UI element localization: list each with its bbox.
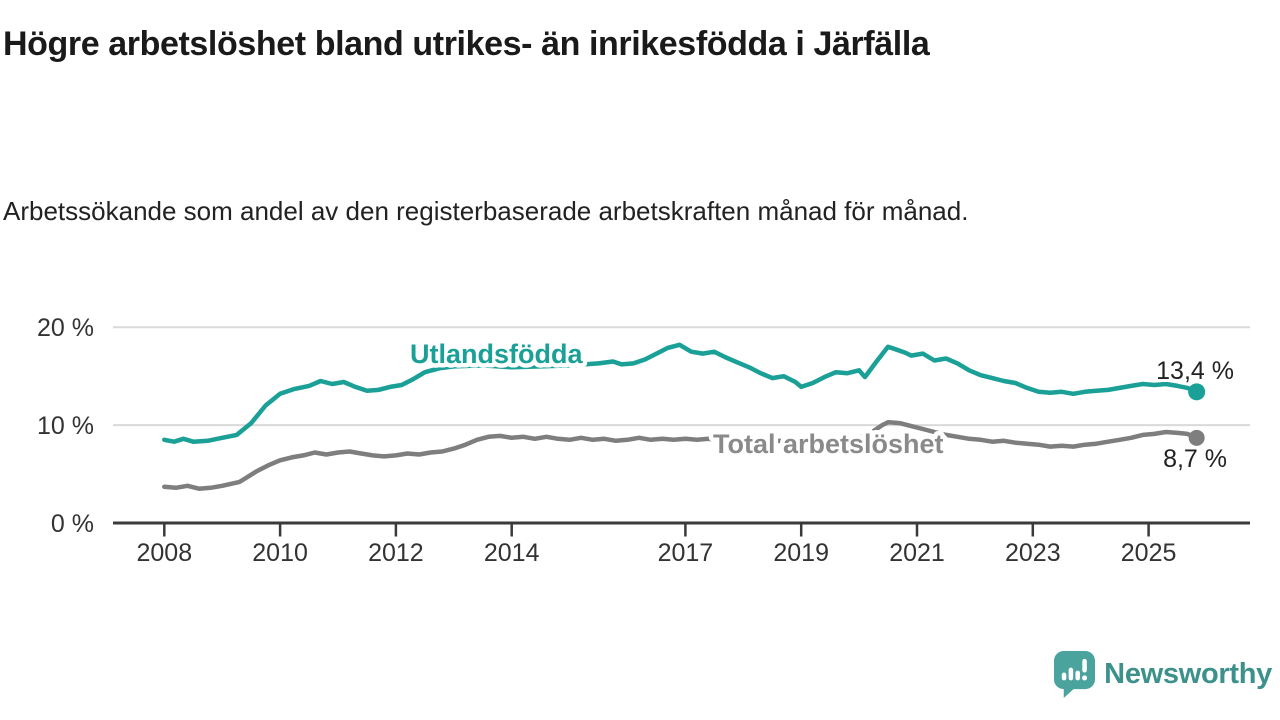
page-title: Högre arbetslöshet bland utrikes- än inr… — [3, 25, 930, 63]
logo-exclamation-dot — [1082, 674, 1088, 680]
series-line-total — [162, 419, 1199, 491]
series-end-value-utlandsfodda: 13,4 % — [1156, 357, 1234, 385]
logo-exclamation-bar — [1082, 658, 1087, 673]
x-tick-label: 2008 — [136, 539, 192, 567]
series-end-value-total: 8,7 % — [1163, 445, 1227, 473]
series-label-utlandsfodda: Utlandsfödda — [410, 339, 583, 369]
x-tick-label: 2021 — [889, 539, 945, 567]
logo-bar-tall — [1068, 667, 1074, 680]
y-tick-label: 10 % — [37, 412, 94, 440]
logo-bar-short — [1061, 672, 1067, 680]
x-tick-label: 2019 — [773, 539, 829, 567]
unemployment-line-chart: 0 % 10 % 20 % 2008 2010 2012 2014 2017 2019 2021 2… — [37, 314, 1250, 567]
y-tick-label: 20 % — [37, 314, 94, 342]
page-subtitle: Arbetssökande som andel av den registerb… — [3, 196, 969, 226]
x-tick-label: 2025 — [1121, 539, 1177, 567]
series-end-dot-total — [1188, 429, 1205, 446]
logo-bar-medium — [1075, 670, 1081, 680]
x-tick-label: 2010 — [252, 539, 308, 567]
series-label-total: Total arbetslöshet — [713, 429, 944, 459]
x-tick-label: 2014 — [484, 539, 540, 567]
newsworthy-brand-text: Newsworthy — [1104, 657, 1272, 690]
x-tick-label: 2023 — [1005, 539, 1061, 567]
newsworthy-logo: Newsworthy — [1053, 648, 1272, 700]
series-end-dot-utlandsfodda — [1188, 383, 1206, 401]
x-tick-label: 2017 — [658, 539, 714, 567]
newsworthy-logo-icon — [1054, 650, 1096, 698]
y-tick-label: 0 % — [51, 510, 94, 538]
x-tick-label: 2012 — [368, 539, 424, 567]
series-line-utlandsfodda — [162, 342, 1199, 444]
logo-bubble-shape — [1054, 650, 1096, 698]
